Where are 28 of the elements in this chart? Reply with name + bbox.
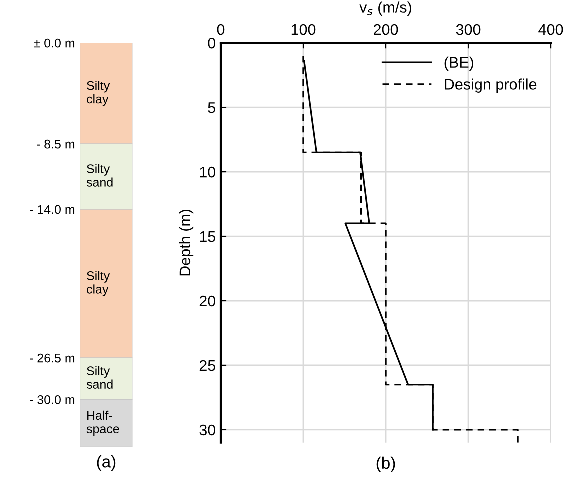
y-axis-title: Depth (m)	[179, 210, 194, 276]
series-label: Half- space	[86, 410, 120, 436]
series-label: Silty sand	[86, 164, 113, 187]
y-tick-label: - 14.0 m	[30, 205, 75, 214]
series-label: Silty sand	[86, 366, 113, 389]
series-label: Silty clay	[87, 81, 110, 106]
series-label: Silty clay	[87, 271, 110, 296]
x-tick-label: 0	[217, 24, 225, 36]
x-axis-title: v$_{s}$ (m/s)	[360, 2, 412, 16]
x-tick-label: 400	[538, 24, 564, 36]
y-tick-label: 30	[200, 424, 216, 436]
y-tick-label: 0	[208, 38, 216, 49]
y-tick-label: - 26.5 m	[30, 354, 75, 363]
y-tick-label: 25	[200, 360, 216, 372]
x-axis-title: (a)	[97, 456, 116, 472]
y-tick-label: 15	[200, 232, 216, 242]
y-tick-label: 10	[200, 166, 216, 178]
x-tick-label: 200	[374, 24, 398, 36]
legend-label: (BE)	[444, 56, 474, 72]
y-tick-label: - 30.0 m	[30, 395, 75, 404]
y-tick-label: 20	[200, 296, 216, 307]
y-tick-label: ± 0.0 m	[34, 38, 75, 48]
x2-axis-title: (b)	[376, 456, 396, 472]
y-tick-label: - 8.5 m	[37, 140, 75, 149]
y-tick-label: 5	[208, 102, 216, 114]
x-tick-label: 100	[292, 24, 316, 36]
x-tick-label: 300	[456, 24, 481, 36]
legend-label: Design profile	[445, 78, 537, 93]
